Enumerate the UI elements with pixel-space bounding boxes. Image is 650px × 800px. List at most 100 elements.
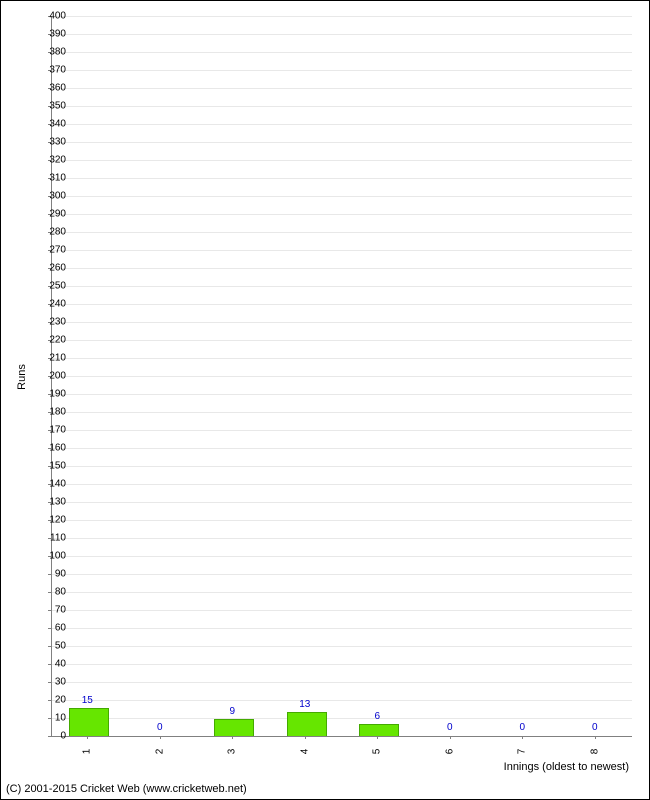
grid-line	[52, 16, 632, 17]
grid-line	[52, 70, 632, 71]
grid-line	[52, 628, 632, 629]
grid-line	[52, 196, 632, 197]
y-tick-label: 80	[36, 587, 66, 598]
y-tick-label: 110	[36, 533, 66, 544]
grid-line	[52, 322, 632, 323]
y-tick-label: 380	[36, 47, 66, 58]
y-tick-label: 240	[36, 299, 66, 310]
x-tick-mark	[595, 736, 596, 739]
y-tick-label: 100	[36, 551, 66, 562]
y-tick-label: 70	[36, 605, 66, 616]
y-tick-label: 180	[36, 407, 66, 418]
grid-line	[52, 52, 632, 53]
y-tick-label: 320	[36, 155, 66, 166]
grid-line	[52, 448, 632, 449]
y-tick-label: 290	[36, 209, 66, 220]
y-tick-label: 90	[36, 569, 66, 580]
grid-line	[52, 592, 632, 593]
grid-line	[52, 484, 632, 485]
grid-line	[52, 124, 632, 125]
y-tick-label: 340	[36, 119, 66, 130]
grid-line	[52, 556, 632, 557]
grid-line	[52, 718, 632, 719]
grid-line	[52, 142, 632, 143]
bar	[359, 724, 399, 736]
bar	[287, 712, 327, 736]
grid-line	[52, 574, 632, 575]
y-tick-label: 370	[36, 65, 66, 76]
x-tick-label: 8	[589, 749, 600, 755]
y-tick-label: 200	[36, 371, 66, 382]
x-tick-mark	[377, 736, 378, 739]
x-tick-mark	[160, 736, 161, 739]
x-tick-mark	[87, 736, 88, 739]
grid-line	[52, 340, 632, 341]
y-tick-label: 310	[36, 173, 66, 184]
grid-line	[52, 646, 632, 647]
grid-line	[52, 610, 632, 611]
y-tick-label: 20	[36, 695, 66, 706]
y-tick-label: 150	[36, 461, 66, 472]
y-tick-label: 400	[36, 11, 66, 22]
copyright-text: (C) 2001-2015 Cricket Web (www.cricketwe…	[6, 783, 247, 795]
x-tick-mark	[522, 736, 523, 739]
y-tick-label: 120	[36, 515, 66, 526]
y-tick-label: 50	[36, 641, 66, 652]
bar-value-label: 0	[447, 722, 453, 733]
y-tick-label: 30	[36, 677, 66, 688]
grid-line	[52, 376, 632, 377]
x-tick-mark	[232, 736, 233, 739]
x-tick-mark	[450, 736, 451, 739]
bar-value-label: 0	[592, 722, 598, 733]
bar-value-label: 0	[157, 722, 163, 733]
y-tick-label: 330	[36, 137, 66, 148]
y-tick-label: 60	[36, 623, 66, 634]
y-tick-label: 250	[36, 281, 66, 292]
y-tick-label: 160	[36, 443, 66, 454]
bar-value-label: 0	[519, 722, 525, 733]
bar-value-label: 15	[82, 695, 93, 706]
y-tick-label: 260	[36, 263, 66, 274]
grid-line	[52, 106, 632, 107]
bar-value-label: 9	[229, 706, 235, 717]
grid-line	[52, 430, 632, 431]
grid-line	[52, 304, 632, 305]
grid-line	[52, 502, 632, 503]
grid-line	[52, 394, 632, 395]
grid-line	[52, 250, 632, 251]
y-tick-label: 140	[36, 479, 66, 490]
grid-line	[52, 34, 632, 35]
y-tick-label: 270	[36, 245, 66, 256]
grid-line	[52, 682, 632, 683]
x-tick-label: 6	[444, 749, 455, 755]
grid-line	[52, 232, 632, 233]
y-tick-label: 190	[36, 389, 66, 400]
y-tick-label: 10	[36, 713, 66, 724]
x-tick-label: 4	[299, 749, 310, 755]
grid-line	[52, 178, 632, 179]
grid-line	[52, 214, 632, 215]
y-axis-label: Runs	[16, 364, 28, 390]
grid-line	[52, 538, 632, 539]
y-tick-label: 390	[36, 29, 66, 40]
x-axis-label: Innings (oldest to newest)	[504, 761, 629, 773]
y-tick-label: 220	[36, 335, 66, 346]
x-tick-label: 2	[154, 749, 165, 755]
bar-value-label: 13	[299, 699, 310, 710]
x-tick-label: 7	[517, 749, 528, 755]
grid-line	[52, 160, 632, 161]
chart-container: Runs Innings (oldest to newest) (C) 2001…	[0, 0, 650, 800]
grid-line	[52, 664, 632, 665]
bar	[69, 708, 109, 736]
grid-line	[52, 700, 632, 701]
x-tick-mark	[305, 736, 306, 739]
grid-line	[52, 520, 632, 521]
y-tick-label: 350	[36, 101, 66, 112]
y-tick-label: 170	[36, 425, 66, 436]
grid-line	[52, 268, 632, 269]
plot-area	[51, 16, 632, 737]
y-tick-label: 280	[36, 227, 66, 238]
y-tick-label: 40	[36, 659, 66, 670]
grid-line	[52, 286, 632, 287]
y-tick-label: 300	[36, 191, 66, 202]
